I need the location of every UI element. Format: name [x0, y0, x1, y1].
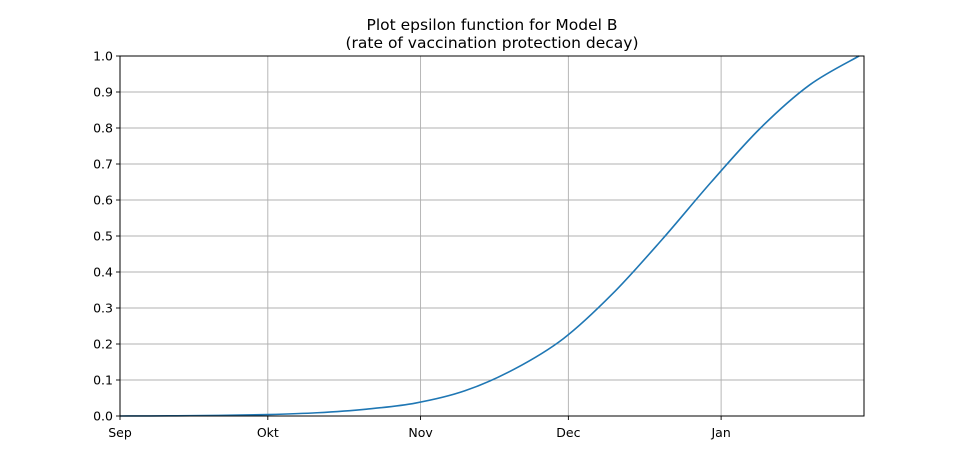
y-tick-label: 0.7: [93, 157, 113, 172]
chart-subtitle: (rate of vaccination protection decay): [345, 34, 638, 52]
axes: Sep Okt Nov Dec Jan 0.0 0.1 0.2 0.3 0.4 0.5 0.6 0.7 0…: [93, 49, 731, 441]
chart-title: Plot epsilon function for Model B: [366, 16, 617, 34]
x-tick-label: Sep: [108, 425, 132, 440]
x-tick-label: Okt: [257, 425, 279, 440]
y-tick-label: 0.5: [93, 229, 113, 244]
y-tick-label: 0.6: [93, 193, 113, 208]
x-tick-label: Nov: [408, 425, 433, 440]
series-line: [119, 55, 860, 417]
y-tick-label: 0.3: [93, 301, 113, 316]
x-tick-label: Jan: [710, 425, 730, 440]
grid-lines: [120, 56, 864, 416]
series-layer: [119, 55, 860, 417]
y-tick-label: 0.0: [93, 409, 113, 424]
y-tick-label: 0.2: [93, 337, 113, 352]
y-tick-label: 0.1: [93, 373, 113, 388]
x-tick-label: Dec: [556, 425, 580, 440]
y-tick-label: 0.8: [93, 121, 113, 136]
y-tick-label: 1.0: [93, 49, 113, 64]
y-tick-label: 0.4: [93, 265, 113, 280]
y-tick-label: 0.9: [93, 85, 113, 100]
